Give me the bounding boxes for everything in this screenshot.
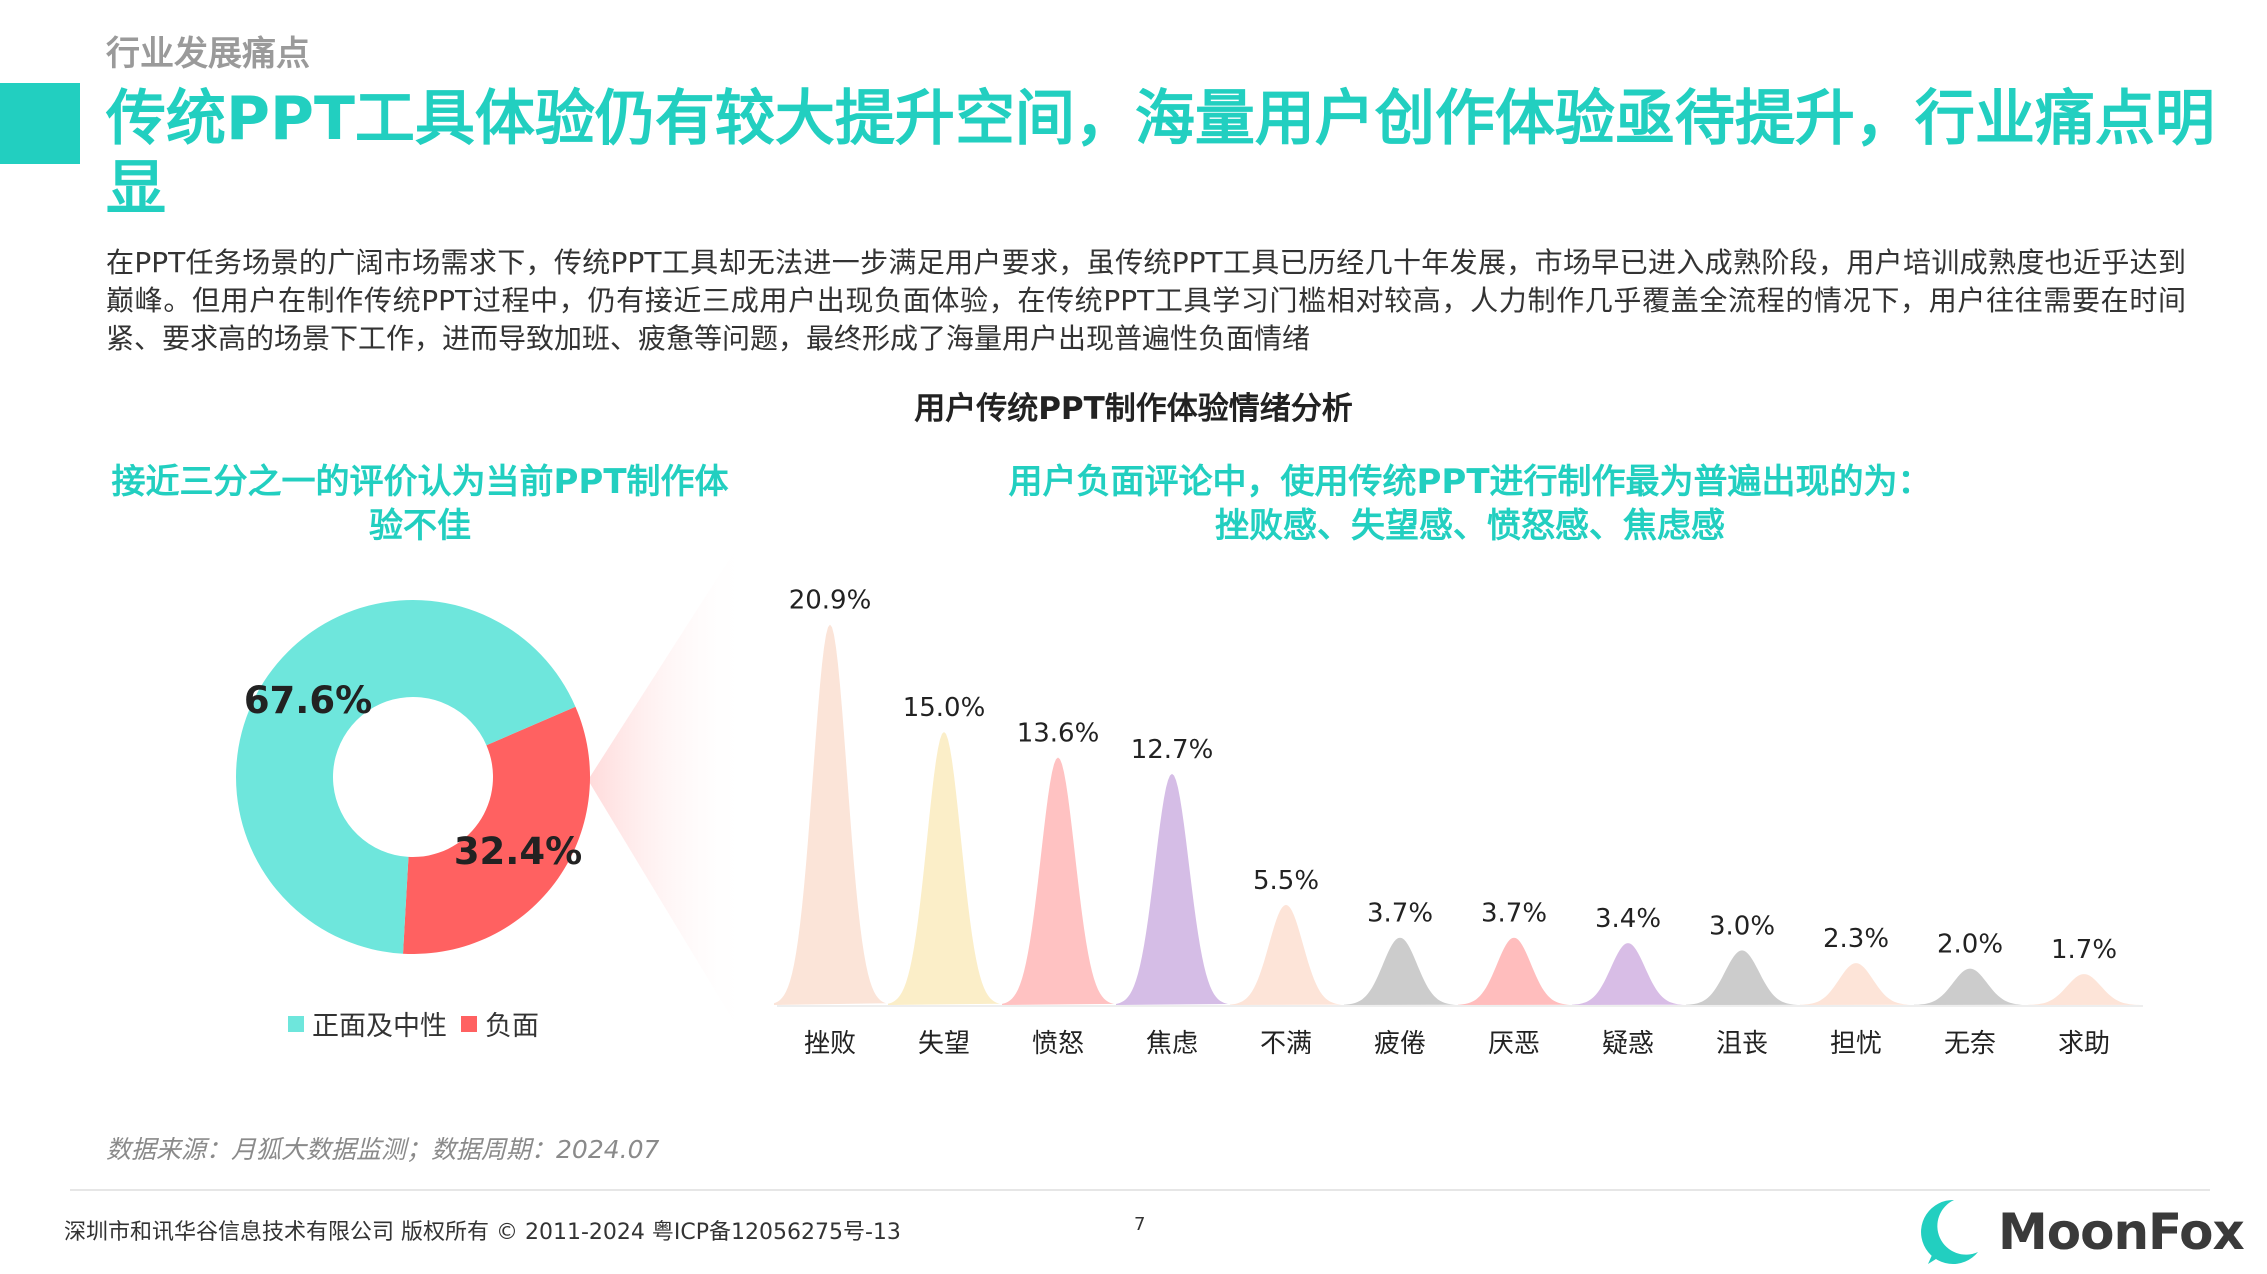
section-label: 行业发展痛点 bbox=[106, 34, 310, 74]
peak-category-label: 焦虑 bbox=[1146, 1029, 1198, 1059]
peak-愤怒 bbox=[1002, 757, 1114, 1005]
peak-category-label: 失望 bbox=[918, 1029, 970, 1059]
peak-value-label: 20.9% bbox=[789, 586, 872, 616]
peak-不满 bbox=[1230, 904, 1342, 1005]
peak-category-label: 厌恶 bbox=[1488, 1029, 1540, 1059]
peaks-subtitle-line-2: 挫败感、失望感、愤怒感、焦虑感 bbox=[1215, 506, 1725, 546]
title-accent-bar bbox=[0, 83, 80, 164]
page-number: 7 bbox=[1134, 1214, 1146, 1235]
peak-厌恶 bbox=[1458, 937, 1570, 1005]
peak-疲倦 bbox=[1344, 937, 1456, 1005]
peak-焦虑 bbox=[1116, 773, 1228, 1005]
peak-沮丧 bbox=[1686, 950, 1798, 1005]
data-source: 数据来源：月狐大数据监测；数据周期：2024.07 bbox=[106, 1135, 660, 1164]
moonfox-logo: MoonFox bbox=[1918, 1196, 2245, 1268]
logo-text: MoonFox bbox=[1998, 1203, 2245, 1261]
donut-label-negative: 32.4% bbox=[454, 830, 582, 873]
legend-label-negative: 负面 bbox=[485, 1011, 539, 1042]
donut-chart: 67.6% 32.4% bbox=[236, 600, 590, 955]
donut-slice-negative bbox=[402, 706, 590, 955]
donut-slice-positive bbox=[236, 600, 576, 954]
peak-category-label: 求助 bbox=[2058, 1029, 2110, 1059]
peak-category-label: 疑惑 bbox=[1602, 1029, 1654, 1059]
donut-legend: 正面及中性 负面 bbox=[288, 1004, 539, 1043]
peak-value-label: 3.7% bbox=[1367, 899, 1433, 929]
peak-value-label: 1.7% bbox=[2051, 935, 2117, 965]
donut-label-positive: 67.6% bbox=[244, 679, 372, 722]
page-title: 传统PPT工具体验仍有较大提升空间，海量用户创作体验亟待提升，行业痛点明显 bbox=[106, 84, 2215, 224]
peak-value-label: 12.7% bbox=[1131, 735, 1214, 765]
peak-category-label: 担忧 bbox=[1830, 1029, 1882, 1059]
donut-subtitle: 接近三分之一的评价认为当前PPT制作体验不佳 bbox=[111, 462, 729, 546]
peak-失望 bbox=[888, 732, 1000, 1005]
peak-value-label: 5.5% bbox=[1253, 866, 1319, 896]
connector-fan bbox=[588, 530, 748, 1045]
peak-value-label: 2.3% bbox=[1823, 924, 1889, 954]
peaks-subtitle: 用户负面评论中，使用传统PPT进行制作最为普遍出现的为： 挫败感、失望感、愤怒感… bbox=[900, 460, 2040, 548]
chart-title: 用户传统PPT制作体验情绪分析 bbox=[914, 391, 1353, 427]
moon-icon bbox=[1921, 1199, 1978, 1264]
peak-求助 bbox=[2028, 974, 2140, 1005]
legend-swatch-negative bbox=[461, 1015, 477, 1032]
peak-疑惑 bbox=[1572, 943, 1684, 1005]
peak-value-label: 13.6% bbox=[1017, 718, 1100, 748]
peak-category-label: 挫败 bbox=[804, 1029, 856, 1059]
copyright: 深圳市和讯华谷信息技术有限公司 版权所有 © 2011-2024 粤ICP备12… bbox=[64, 1220, 901, 1245]
legend-label-positive: 正面及中性 bbox=[312, 1011, 447, 1042]
peak-value-label: 3.4% bbox=[1595, 904, 1661, 934]
peak-挫败 bbox=[774, 624, 886, 1005]
description-paragraph: 在PPT任务场景的广阔市场需求下，传统PPT工具却无法进一步满足用户要求，虽传统… bbox=[106, 246, 2186, 355]
legend-swatch-positive bbox=[288, 1015, 304, 1032]
peak-担忧 bbox=[1800, 963, 1912, 1005]
peak-value-label: 3.0% bbox=[1709, 911, 1775, 941]
peaks-chart: 20.9% 挫败 15.0% 失望 13.6% 愤怒 12.7% 焦虑 5.5% 不满 3.7% 疲倦… bbox=[774, 586, 2143, 1059]
peak-category-label: 疲倦 bbox=[1374, 1029, 1426, 1059]
peak-category-label: 不满 bbox=[1260, 1029, 1312, 1059]
peak-category-label: 无奈 bbox=[1944, 1029, 1996, 1059]
peaks-subtitle-line-1: 用户负面评论中，使用传统PPT进行制作最为普遍出现的为： bbox=[1008, 462, 1932, 502]
peak-value-label: 15.0% bbox=[903, 693, 986, 723]
footer-divider bbox=[70, 1189, 2210, 1191]
peak-value-label: 3.7% bbox=[1481, 899, 1547, 929]
peak-category-label: 愤怒 bbox=[1032, 1029, 1084, 1059]
peak-value-label: 2.0% bbox=[1937, 930, 2003, 960]
peak-category-label: 沮丧 bbox=[1716, 1029, 1768, 1059]
peak-无奈 bbox=[1914, 968, 2026, 1005]
